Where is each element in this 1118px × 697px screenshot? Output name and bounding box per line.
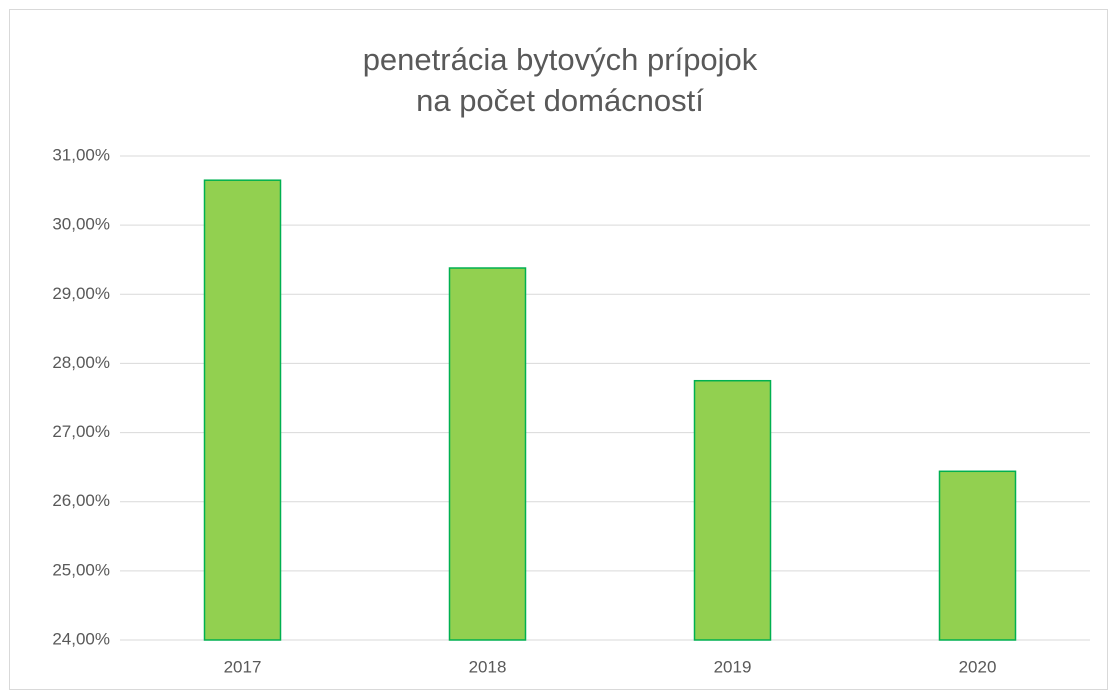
bar (938, 470, 1017, 641)
x-tick-label: 2018 (469, 657, 507, 676)
y-tick-label: 28,00% (52, 353, 110, 372)
bar (203, 179, 282, 641)
y-tick-label: 31,00% (52, 145, 110, 164)
bar (693, 379, 772, 641)
chart-title: na počet domácností (416, 83, 704, 118)
chart-border (9, 9, 1108, 690)
y-tick-label: 30,00% (52, 215, 110, 234)
y-tick-label: 29,00% (52, 284, 110, 303)
bar (448, 267, 527, 641)
y-tick-label: 26,00% (52, 491, 110, 510)
y-tick-label: 25,00% (52, 560, 110, 579)
x-tick-label: 2020 (959, 657, 997, 676)
x-tick-label: 2017 (224, 657, 262, 676)
x-tick-label: 2019 (714, 657, 752, 676)
y-tick-label: 24,00% (52, 629, 110, 648)
chart-title: penetrácia bytových prípojok (363, 42, 758, 77)
y-tick-label: 27,00% (52, 422, 110, 441)
